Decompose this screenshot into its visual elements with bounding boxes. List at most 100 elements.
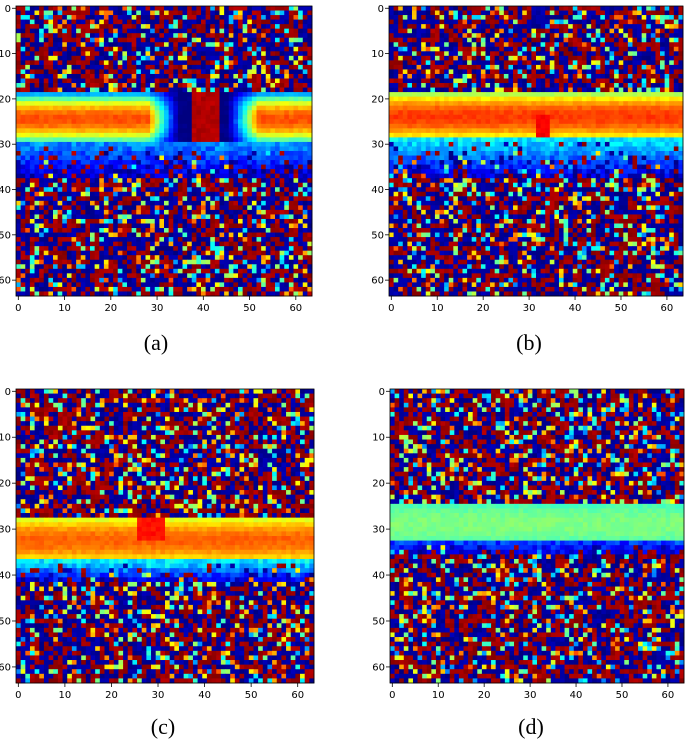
heatmap-cell bbox=[90, 101, 96, 107]
heatmap-cell bbox=[494, 42, 500, 48]
heatmap-cell bbox=[434, 42, 440, 48]
heatmap-cell bbox=[136, 137, 142, 143]
heatmap-cell bbox=[284, 209, 290, 215]
heatmap-cell bbox=[655, 42, 661, 48]
heatmap-cell bbox=[265, 214, 271, 220]
heatmap-cell bbox=[275, 10, 281, 16]
heatmap-cell bbox=[233, 268, 239, 274]
heatmap-cell bbox=[173, 232, 179, 238]
heatmap-cell bbox=[591, 6, 597, 11]
heatmap-cell bbox=[173, 33, 179, 39]
heatmap-cell bbox=[127, 114, 133, 120]
heatmap-cell bbox=[182, 209, 188, 215]
heatmap-cell bbox=[238, 169, 244, 175]
heatmap-cell bbox=[302, 137, 308, 143]
heatmap-cell bbox=[43, 46, 49, 52]
heatmap-cell bbox=[39, 19, 45, 25]
heatmap-cell bbox=[16, 250, 22, 256]
heatmap-cell bbox=[604, 10, 610, 16]
heatmap-cell bbox=[517, 24, 523, 30]
heatmap-cell bbox=[168, 78, 174, 84]
heatmap-cell bbox=[94, 78, 100, 84]
heatmap-cell bbox=[393, 33, 399, 39]
heatmap-cell bbox=[586, 28, 592, 34]
heatmap-cell bbox=[196, 101, 202, 107]
heatmap-cell bbox=[224, 69, 230, 75]
heatmap-cell bbox=[127, 155, 133, 161]
heatmap-cell bbox=[154, 173, 160, 179]
heatmap-cell bbox=[25, 6, 31, 11]
heatmap-cell bbox=[247, 33, 253, 39]
heatmap-cell bbox=[242, 241, 248, 247]
heatmap-cell bbox=[85, 232, 91, 238]
heatmap-cell bbox=[66, 173, 72, 179]
heatmap-cell bbox=[53, 237, 59, 243]
heatmap-cell bbox=[131, 160, 137, 165]
heatmap-cell bbox=[270, 286, 276, 292]
heatmap-cell bbox=[16, 173, 22, 179]
heatmap-cell bbox=[485, 55, 491, 61]
heatmap-cell bbox=[48, 24, 54, 30]
heatmap-cell bbox=[293, 259, 299, 265]
heatmap-cell bbox=[247, 137, 253, 143]
heatmap-cell bbox=[261, 110, 267, 116]
heatmap-cell bbox=[302, 223, 308, 229]
heatmap-cell bbox=[187, 114, 193, 120]
heatmap-cell bbox=[48, 15, 54, 20]
heatmap-cell bbox=[29, 164, 35, 170]
heatmap-cell bbox=[182, 169, 188, 175]
heatmap-cell bbox=[536, 55, 541, 61]
heatmap-cell bbox=[480, 60, 486, 66]
heatmap-cell bbox=[242, 119, 248, 125]
heatmap-cell bbox=[219, 151, 225, 156]
heatmap-cell bbox=[247, 28, 253, 34]
heatmap-cell bbox=[159, 101, 165, 107]
heatmap-cell bbox=[416, 37, 422, 43]
heatmap-cell bbox=[201, 237, 207, 243]
heatmap-cell bbox=[298, 10, 304, 16]
heatmap-cell bbox=[448, 6, 454, 11]
heatmap-cell bbox=[140, 64, 146, 70]
heatmap-cell bbox=[90, 55, 96, 61]
heatmap-cell bbox=[53, 255, 59, 261]
heatmap-cell bbox=[581, 51, 587, 57]
heatmap-cell bbox=[600, 46, 606, 52]
heatmap-cell bbox=[145, 6, 151, 11]
heatmap-cell bbox=[490, 15, 496, 20]
heatmap-cell bbox=[159, 83, 165, 88]
heatmap-cell bbox=[302, 237, 308, 243]
heatmap-cell bbox=[39, 10, 45, 16]
heatmap-cell bbox=[275, 164, 281, 170]
heatmap-cell bbox=[279, 218, 285, 224]
heatmap-cell bbox=[196, 105, 202, 111]
heatmap-cell bbox=[62, 19, 68, 25]
heatmap-cell bbox=[247, 237, 253, 243]
heatmap-cell bbox=[90, 155, 96, 161]
heatmap-cell bbox=[476, 51, 482, 57]
heatmap-cell bbox=[270, 237, 276, 243]
heatmap-cell bbox=[85, 187, 91, 193]
heatmap-cell bbox=[591, 37, 597, 43]
heatmap-cell bbox=[444, 33, 450, 39]
heatmap-cell bbox=[154, 164, 160, 170]
heatmap-cell bbox=[196, 187, 202, 193]
heatmap-cell bbox=[609, 60, 615, 66]
heatmap-cell bbox=[261, 46, 267, 52]
heatmap-cell bbox=[66, 51, 72, 57]
heatmap-cell bbox=[284, 282, 290, 288]
heatmap-cell bbox=[421, 46, 427, 52]
heatmap-cell bbox=[595, 46, 601, 52]
heatmap-cell bbox=[113, 250, 119, 256]
heatmap-cell bbox=[416, 33, 422, 39]
heatmap-cell bbox=[48, 155, 54, 161]
heatmap-cell bbox=[261, 114, 267, 120]
heatmap-cell bbox=[39, 178, 45, 184]
heatmap-cell bbox=[233, 141, 239, 147]
heatmap-cell bbox=[80, 151, 86, 156]
heatmap-cell bbox=[80, 191, 86, 197]
heatmap-cell bbox=[145, 78, 151, 84]
heatmap-cell bbox=[71, 55, 77, 61]
heatmap-cell bbox=[210, 132, 216, 138]
heatmap-cell bbox=[145, 146, 151, 152]
heatmap-cell bbox=[490, 33, 496, 39]
